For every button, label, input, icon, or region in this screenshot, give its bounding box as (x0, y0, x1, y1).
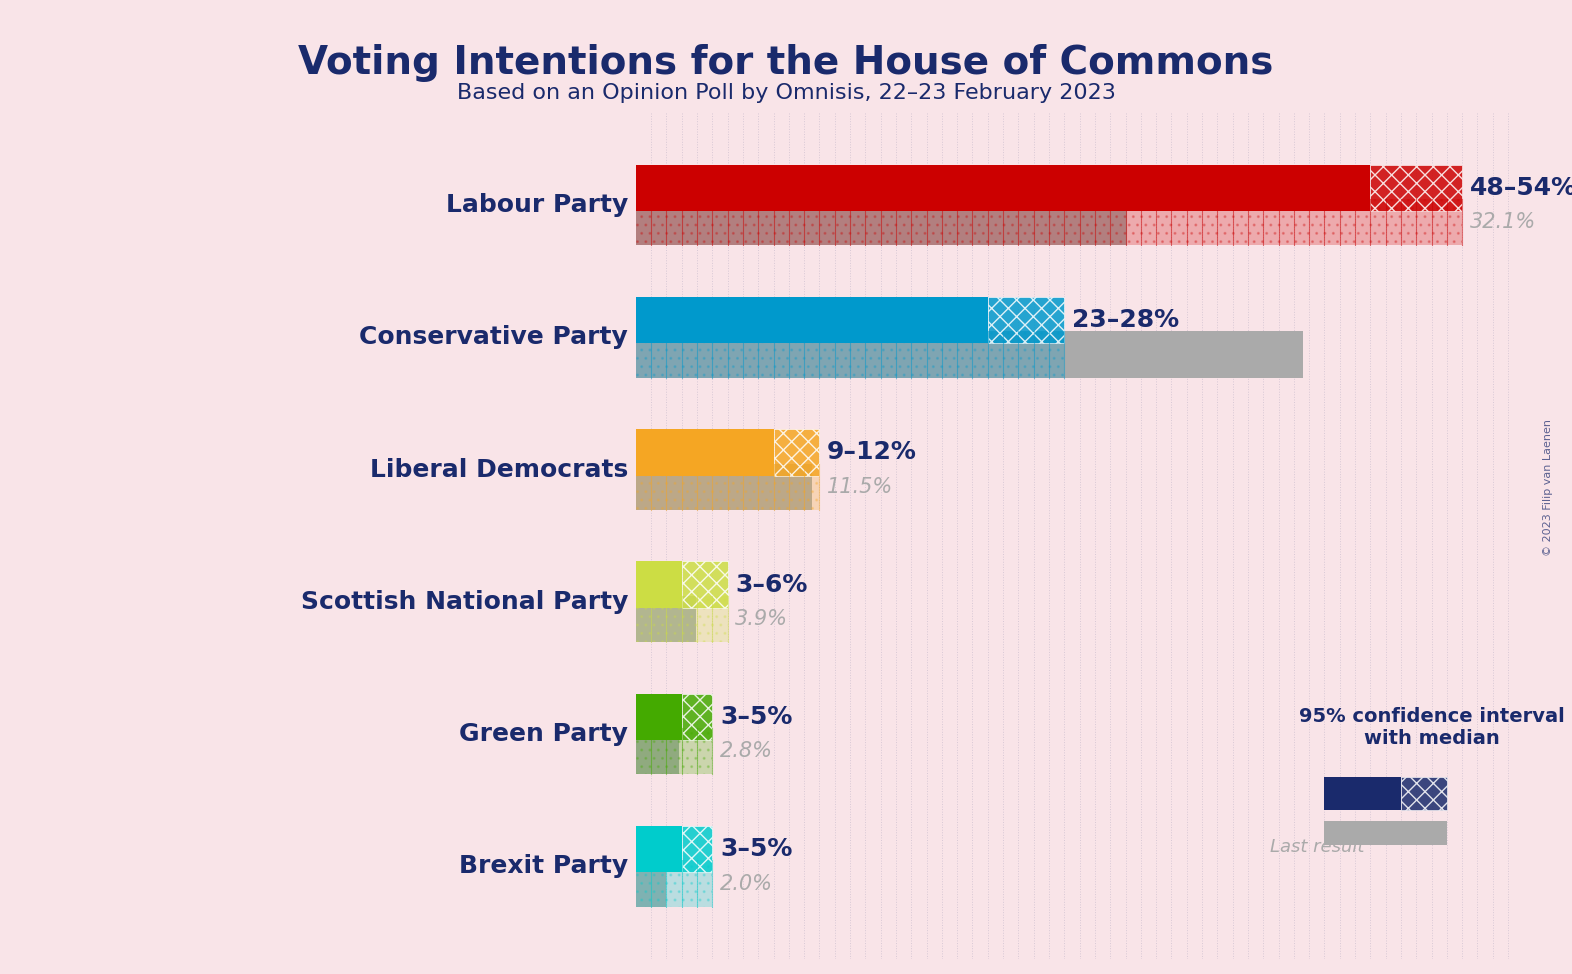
Text: 2.0%: 2.0% (720, 874, 773, 893)
Text: Voting Intentions for the House of Commons: Voting Intentions for the House of Commo… (299, 44, 1273, 82)
Text: Labour Party: Labour Party (446, 193, 629, 217)
Bar (635, 430, 773, 475)
Bar (773, 430, 819, 475)
Bar (635, 596, 695, 642)
Bar (635, 199, 1462, 245)
Text: Scottish National Party: Scottish National Party (300, 590, 629, 614)
Bar (635, 331, 1064, 378)
Bar (635, 693, 682, 740)
Text: 2.8%: 2.8% (720, 741, 773, 762)
Bar (635, 860, 712, 907)
Text: 9–12%: 9–12% (827, 440, 916, 465)
Text: Liberal Democrats: Liberal Democrats (369, 458, 629, 481)
Bar (635, 331, 1303, 378)
Bar (635, 297, 987, 343)
Bar (635, 199, 1127, 245)
Text: Conservative Party: Conservative Party (360, 325, 629, 350)
Text: 3–5%: 3–5% (720, 705, 792, 729)
Text: 11.5%: 11.5% (827, 476, 893, 497)
Bar (635, 464, 811, 510)
Bar (635, 729, 679, 774)
Bar (635, 165, 1371, 211)
Bar (1325, 777, 1401, 810)
Bar (1401, 777, 1446, 810)
Bar (635, 860, 667, 907)
Text: 3–6%: 3–6% (736, 573, 808, 597)
Text: 3.9%: 3.9% (736, 609, 788, 629)
Text: Based on an Opinion Poll by Omnisis, 22–23 February 2023: Based on an Opinion Poll by Omnisis, 22–… (456, 83, 1116, 103)
Text: 3–5%: 3–5% (720, 838, 792, 861)
Bar (635, 561, 682, 608)
Text: 48–54%: 48–54% (1470, 175, 1572, 200)
Text: 95% confidence interval
with median: 95% confidence interval with median (1298, 707, 1564, 748)
Bar (635, 464, 819, 510)
Bar (682, 561, 728, 608)
Text: 43.6%: 43.6% (1072, 345, 1138, 364)
Text: 32.1%: 32.1% (1470, 212, 1536, 232)
Text: Last result: Last result (1270, 838, 1364, 855)
Text: 23–28%: 23–28% (1072, 308, 1179, 332)
Bar (635, 729, 712, 774)
Bar (682, 826, 712, 873)
Bar (1325, 821, 1446, 845)
Text: Brexit Party: Brexit Party (459, 854, 629, 879)
Bar (635, 826, 682, 873)
Bar (682, 693, 712, 740)
Bar (635, 596, 728, 642)
Text: Green Party: Green Party (459, 722, 629, 746)
Bar (987, 297, 1064, 343)
Bar (1371, 165, 1462, 211)
Text: © 2023 Filip van Laenen: © 2023 Filip van Laenen (1544, 419, 1553, 555)
